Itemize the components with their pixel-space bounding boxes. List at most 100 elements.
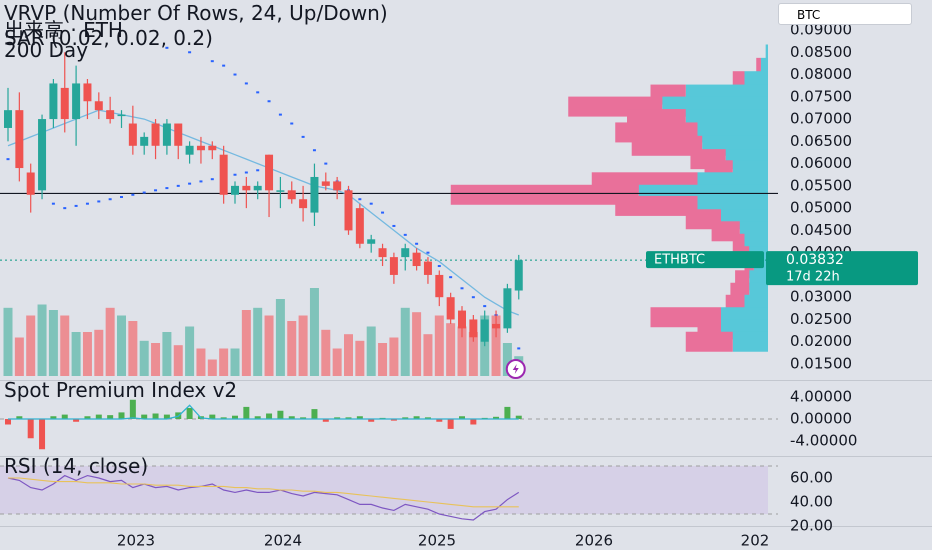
candle-body xyxy=(60,87,69,120)
candle-body xyxy=(128,123,137,146)
volume-profile-up-bar xyxy=(732,331,768,352)
rsi-title[interactable]: RSI (14, close) xyxy=(4,454,149,478)
candle-body xyxy=(310,176,319,213)
candle-body xyxy=(458,310,466,329)
rsi-ma-line xyxy=(8,477,519,508)
candle-body xyxy=(219,154,228,195)
spot-axis-label: 0.00000 xyxy=(790,410,852,428)
volume-bar xyxy=(321,329,331,376)
spot-premium-bar xyxy=(356,416,363,419)
spot-premium-bar xyxy=(73,419,80,422)
volume-bar xyxy=(287,321,297,376)
spot-premium-bar xyxy=(288,416,295,419)
volume-bar xyxy=(253,307,263,376)
sar-dot xyxy=(131,193,135,196)
spot-premium-bar xyxy=(209,414,216,419)
sar-dot xyxy=(120,196,123,198)
price-axis-label: 0.02500 xyxy=(790,310,852,328)
legend-vrvp[interactable]: VRVP (Number Of Rows, 24, Up/Down) xyxy=(4,1,388,25)
candle-body xyxy=(49,83,58,120)
rsi-line xyxy=(7,474,520,521)
legend-sar[interactable]: SAR (0.02, 0.02, 0.2) xyxy=(4,26,213,50)
legend-volume[interactable]: 出来高 · ETH xyxy=(4,18,123,42)
sar-dot xyxy=(290,122,294,125)
volume-bar xyxy=(434,315,444,376)
spot-premium-bar xyxy=(16,416,23,419)
candle-body xyxy=(15,110,24,169)
volume-profile-down-bar xyxy=(450,184,639,205)
sar-dot xyxy=(437,265,441,268)
price-axis-label: 0.03000 xyxy=(790,288,852,306)
legend-ma[interactable]: 200 Day xyxy=(4,38,89,62)
spot-premium-bar xyxy=(118,412,125,419)
spot-premium-bar xyxy=(163,414,170,419)
candle-body xyxy=(94,101,103,111)
candle-body xyxy=(446,297,455,320)
volume-bar xyxy=(230,348,240,376)
spot-premium-bar xyxy=(447,419,454,429)
symbol-badge-label: ETHBTC xyxy=(654,253,705,268)
volume-bar xyxy=(275,299,285,376)
sar-dot xyxy=(403,233,407,236)
sar-dot xyxy=(6,158,10,161)
sar-dot xyxy=(188,51,192,54)
spot-premium-bar xyxy=(61,414,68,419)
candle-body xyxy=(72,83,81,120)
spot-premium-bar xyxy=(186,408,193,419)
candle-body xyxy=(208,145,217,151)
sar-dot xyxy=(278,113,282,116)
sar-dot xyxy=(358,198,362,201)
sar-dot xyxy=(471,296,475,299)
volume-profile-down-bar xyxy=(732,233,745,254)
volume-profile-down-bar xyxy=(744,258,754,279)
volume-bar xyxy=(468,332,478,376)
spot-premium-bar xyxy=(459,416,465,419)
candle-body xyxy=(321,181,330,186)
spot-premium-title[interactable]: Spot Premium Index v2 xyxy=(4,378,238,402)
candle-body xyxy=(492,323,501,329)
spot-premium-bar xyxy=(107,415,114,419)
pane-separator xyxy=(0,380,932,381)
volume-bar xyxy=(389,337,399,376)
candle-body xyxy=(196,145,205,151)
volume-bar xyxy=(344,334,353,376)
candle-body xyxy=(26,172,35,195)
price-axis-label: 0.08500 xyxy=(790,43,852,61)
spot-premium-bar xyxy=(424,417,431,419)
rsi-axis-label: 40.00 xyxy=(790,493,833,511)
candle-body xyxy=(503,288,512,329)
sar-dot xyxy=(460,287,464,290)
volume-bar xyxy=(491,315,501,376)
spot-axis-label: 4.00000 xyxy=(790,388,852,406)
volume-bar xyxy=(264,315,274,376)
volume-profile-down-bar xyxy=(631,135,703,156)
volume-bar xyxy=(366,326,376,376)
spot-premium-bar xyxy=(95,414,102,419)
candle-body xyxy=(83,83,92,102)
last-price-label: 0.03832 xyxy=(786,252,844,268)
sar-dot xyxy=(188,182,192,185)
countdown-label: 17d 22h xyxy=(786,270,840,285)
candle-body xyxy=(299,199,308,209)
price-axis-label: 0.05000 xyxy=(790,199,852,217)
sar-dot xyxy=(210,60,214,63)
volume-bar xyxy=(400,307,410,376)
time-axis-label: 2025 xyxy=(418,532,456,550)
sar-dot xyxy=(233,73,237,76)
time-axis-label: 2023 xyxy=(117,532,155,550)
volume-bar xyxy=(37,304,47,376)
price-axis-label: 0.01500 xyxy=(790,355,852,373)
spot-premium-bar xyxy=(322,419,329,422)
volume-bar xyxy=(502,343,512,376)
spot-premium-bar xyxy=(334,417,341,419)
candle-body xyxy=(174,123,183,146)
rsi-axis-label: 60.00 xyxy=(790,469,833,487)
symbol-ticker[interactable]: BTC xyxy=(778,3,912,25)
volume-profile-down-bar xyxy=(756,57,761,78)
volume-profile-down-bar xyxy=(685,331,733,352)
volume-bar xyxy=(139,340,149,376)
spot-premium-bar xyxy=(141,414,148,419)
sar-dot xyxy=(165,187,169,190)
candle-body xyxy=(480,319,489,342)
